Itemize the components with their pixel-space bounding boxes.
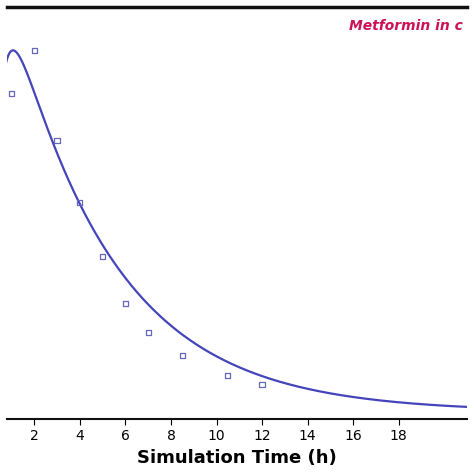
Point bbox=[8, 90, 15, 98]
X-axis label: Simulation Time (h): Simulation Time (h) bbox=[137, 449, 337, 467]
Text: Metformin in c: Metformin in c bbox=[348, 19, 463, 33]
Point bbox=[76, 199, 83, 206]
Point bbox=[53, 137, 61, 145]
Point bbox=[30, 46, 38, 54]
Point bbox=[99, 253, 106, 260]
Point bbox=[224, 372, 232, 380]
Point bbox=[122, 300, 129, 307]
Point bbox=[258, 381, 266, 389]
Point bbox=[145, 328, 152, 336]
Point bbox=[179, 352, 186, 360]
